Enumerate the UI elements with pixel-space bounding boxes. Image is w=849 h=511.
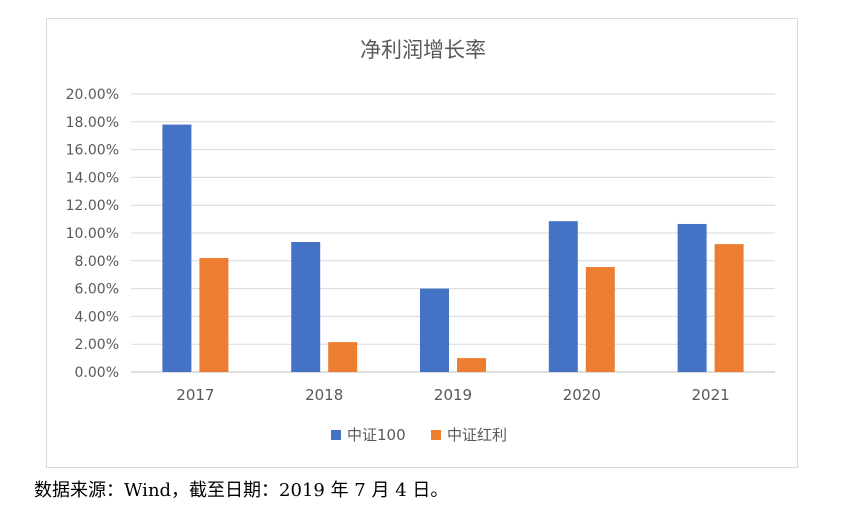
legend: 中证100 中证红利 <box>331 426 507 444</box>
source-note: 数据来源：Wind，截至日期：2019 年 7 月 4 日。 <box>34 480 449 501</box>
y-tick-label: 10.00% <box>66 226 119 242</box>
y-tick-label: 16.00% <box>66 143 119 159</box>
y-tick-label: 0.00% <box>75 365 119 381</box>
y-tick-label: 20.00% <box>66 87 119 103</box>
bar-series2-2018 <box>328 342 358 372</box>
legend-swatch <box>331 430 341 440</box>
legend-label: 中证红利 <box>447 426 507 444</box>
chart-title: 净利润增长率 <box>360 38 486 62</box>
y-tick-label: 18.00% <box>66 115 119 131</box>
bar-series2-2017 <box>199 258 229 372</box>
bar-series1-2017 <box>162 124 192 372</box>
chart-frame: 净利润增长率 0.00% 2.00% 4.00% 6.00% 8.00% 10.00% 12… <box>46 18 798 468</box>
y-tick-label: 2.00% <box>75 337 119 353</box>
x-tick-label: 2017 <box>176 386 214 404</box>
y-axis-tick-labels: 0.00% 2.00% 4.00% 6.00% 8.00% 10.00% 12.00% 14.… <box>66 87 119 381</box>
bar-series1-2020 <box>548 221 578 372</box>
x-tick-label: 2020 <box>563 386 601 404</box>
x-tick-label: 2021 <box>692 386 730 404</box>
bar-series2-2019 <box>457 358 486 372</box>
bar-series1-2021 <box>677 223 707 372</box>
bar-series1-2019 <box>420 288 449 372</box>
legend-swatch <box>431 430 441 440</box>
legend-label: 中证100 <box>347 426 406 444</box>
y-tick-label: 12.00% <box>66 198 119 214</box>
bar-chart: 净利润增长率 0.00% 2.00% 4.00% 6.00% 8.00% 10.00% 12… <box>66 38 775 444</box>
x-tick-label: 2018 <box>305 386 343 404</box>
y-tick-label: 4.00% <box>75 309 119 325</box>
x-tick-label: 2019 <box>434 386 472 404</box>
bar-series2-2021 <box>714 244 744 372</box>
x-axis-tick-labels: 2017 2018 2019 2020 2021 <box>176 386 729 404</box>
y-tick-label: 8.00% <box>75 254 119 270</box>
y-tick-label: 6.00% <box>75 282 119 298</box>
bars <box>162 124 744 372</box>
bar-series2-2020 <box>585 267 615 372</box>
bar-series1-2018 <box>291 242 321 372</box>
grid-lines <box>131 93 775 373</box>
y-tick-label: 14.00% <box>66 170 119 186</box>
